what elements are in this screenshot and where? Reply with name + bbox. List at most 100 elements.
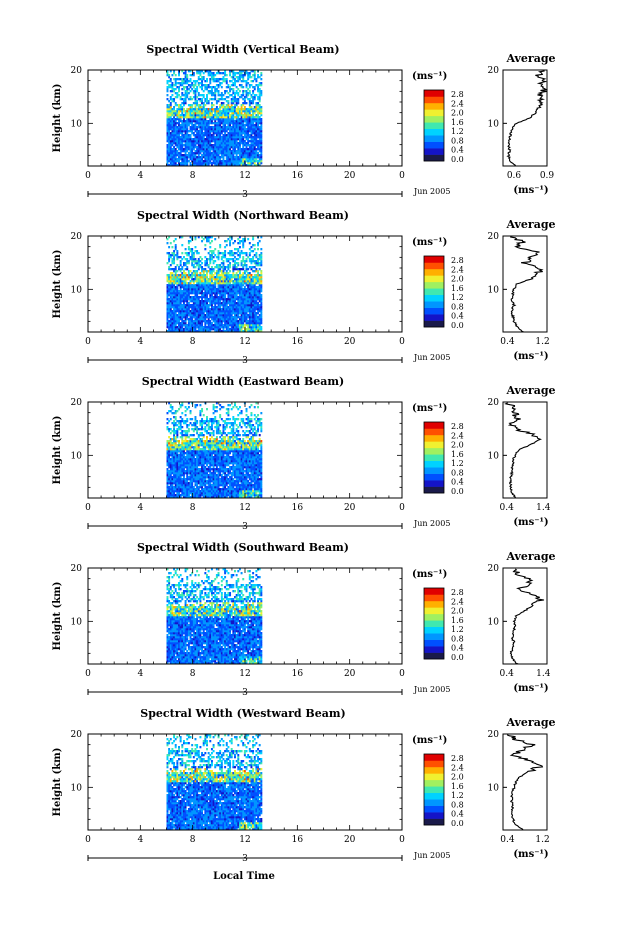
heatmap-cell [212, 312, 215, 315]
heatmap-cell [176, 316, 179, 319]
heatmap-cell [181, 316, 184, 319]
heatmap-cell [229, 308, 232, 311]
heatmap-cell [260, 162, 263, 165]
heatmap-cell [237, 302, 240, 305]
heatmap-cell [255, 312, 258, 315]
heatmap-cell [206, 482, 208, 485]
heatmap-cell [178, 120, 180, 123]
heatmap-cell [260, 114, 263, 117]
colorbar-tick-label: 1.2 [451, 127, 464, 136]
heatmap-cell [234, 490, 236, 493]
heatmap-cell [232, 282, 235, 285]
heatmap-cell [176, 146, 179, 149]
heatmap-cell [187, 296, 190, 299]
heatmap-cell [229, 306, 232, 309]
heatmap-cell [243, 152, 246, 155]
heatmap-cell [225, 322, 228, 325]
heatmap-cell [178, 496, 180, 499]
heatmap-cell [247, 88, 250, 91]
colorbar [424, 256, 444, 328]
heatmap-cell [220, 316, 223, 319]
heatmap-cell [234, 288, 236, 291]
heatmap-cell [260, 258, 263, 261]
heatmap-cell [186, 156, 189, 159]
heatmap-cell [186, 496, 189, 499]
heatmap-cell [209, 286, 212, 289]
heatmap-cell [192, 266, 195, 269]
heatmap-cell [227, 292, 230, 295]
heatmap-cell [189, 328, 192, 331]
heatmap-cell [194, 286, 197, 289]
heatmap-cell [230, 156, 233, 159]
heatmap-cell [214, 314, 217, 317]
heatmap-cell [260, 304, 263, 307]
heatmap-cell [207, 314, 210, 317]
heatmap-cell [191, 274, 194, 277]
heatmap-cell [260, 128, 263, 131]
heatmap-cell [169, 126, 172, 129]
heatmap-cell [192, 72, 195, 75]
heatmap-cell [248, 294, 251, 297]
heatmap-cell [179, 260, 182, 263]
heatmap-cell [240, 308, 243, 311]
heatmap-cell [222, 156, 225, 159]
heatmap-cell [214, 496, 217, 499]
heatmap-cell [248, 134, 251, 137]
heatmap-cell [189, 96, 192, 99]
heatmap-cell [219, 126, 222, 129]
heatmap-cell [219, 488, 222, 491]
heatmap-cell [196, 160, 199, 163]
heatmap-cell [225, 290, 228, 293]
heatmap-cell [191, 492, 194, 495]
heatmap-cell [182, 164, 185, 167]
heatmap-cell [219, 246, 222, 249]
heatmap-cell [201, 130, 204, 133]
heatmap-cell [181, 290, 184, 293]
heatmap-cell [210, 318, 213, 321]
heatmap-cell [186, 326, 189, 329]
heatmap-cell [260, 152, 263, 155]
heatmap-cell [232, 268, 235, 271]
heatmap-cell [253, 328, 256, 331]
heatmap-cell [252, 304, 255, 307]
heatmap-cell [230, 98, 233, 101]
heatmap-cell [255, 152, 258, 155]
heatmap-cell [204, 292, 207, 295]
heatmap-cell [230, 238, 233, 241]
heatmap-cell [247, 292, 250, 295]
heatmap-cell [248, 314, 251, 317]
heatmap-cell [248, 286, 251, 289]
heatmap-cell [199, 484, 202, 487]
heatmap-cell [217, 310, 220, 313]
heatmap-cell [245, 318, 248, 321]
heatmap-cell [219, 306, 222, 309]
heatmap-cell [178, 312, 180, 315]
heatmap-cell [166, 124, 169, 127]
heatmap-cell [257, 264, 260, 267]
heatmap-cell [176, 318, 179, 321]
heatmap-cell [240, 482, 243, 485]
heatmap-cell [220, 322, 223, 325]
heatmap-cell [222, 294, 225, 297]
heatmap-cell [209, 308, 212, 311]
heatmap-cell [240, 324, 243, 327]
heatmap-cell [178, 318, 180, 321]
heatmap-cell [212, 92, 215, 95]
heatmap-cell [224, 110, 227, 113]
heatmap-cell [196, 146, 199, 149]
heatmap-cell [234, 152, 236, 155]
heatmap-cell [209, 142, 212, 145]
heatmap-cell [186, 82, 189, 85]
heatmap-cell [240, 80, 243, 83]
heatmap-cell [178, 314, 180, 317]
heatmap-cell [238, 320, 241, 323]
heatmap-cell [174, 156, 177, 159]
heatmap-cell [222, 102, 225, 105]
heatmap-cell [187, 274, 190, 277]
heatmap-cells [166, 70, 263, 167]
heatmap-cell [187, 80, 190, 83]
heatmap-cell [181, 102, 184, 105]
heatmap-cell [202, 78, 205, 81]
heatmap-cell [253, 244, 256, 247]
heatmap-cell [187, 290, 190, 293]
